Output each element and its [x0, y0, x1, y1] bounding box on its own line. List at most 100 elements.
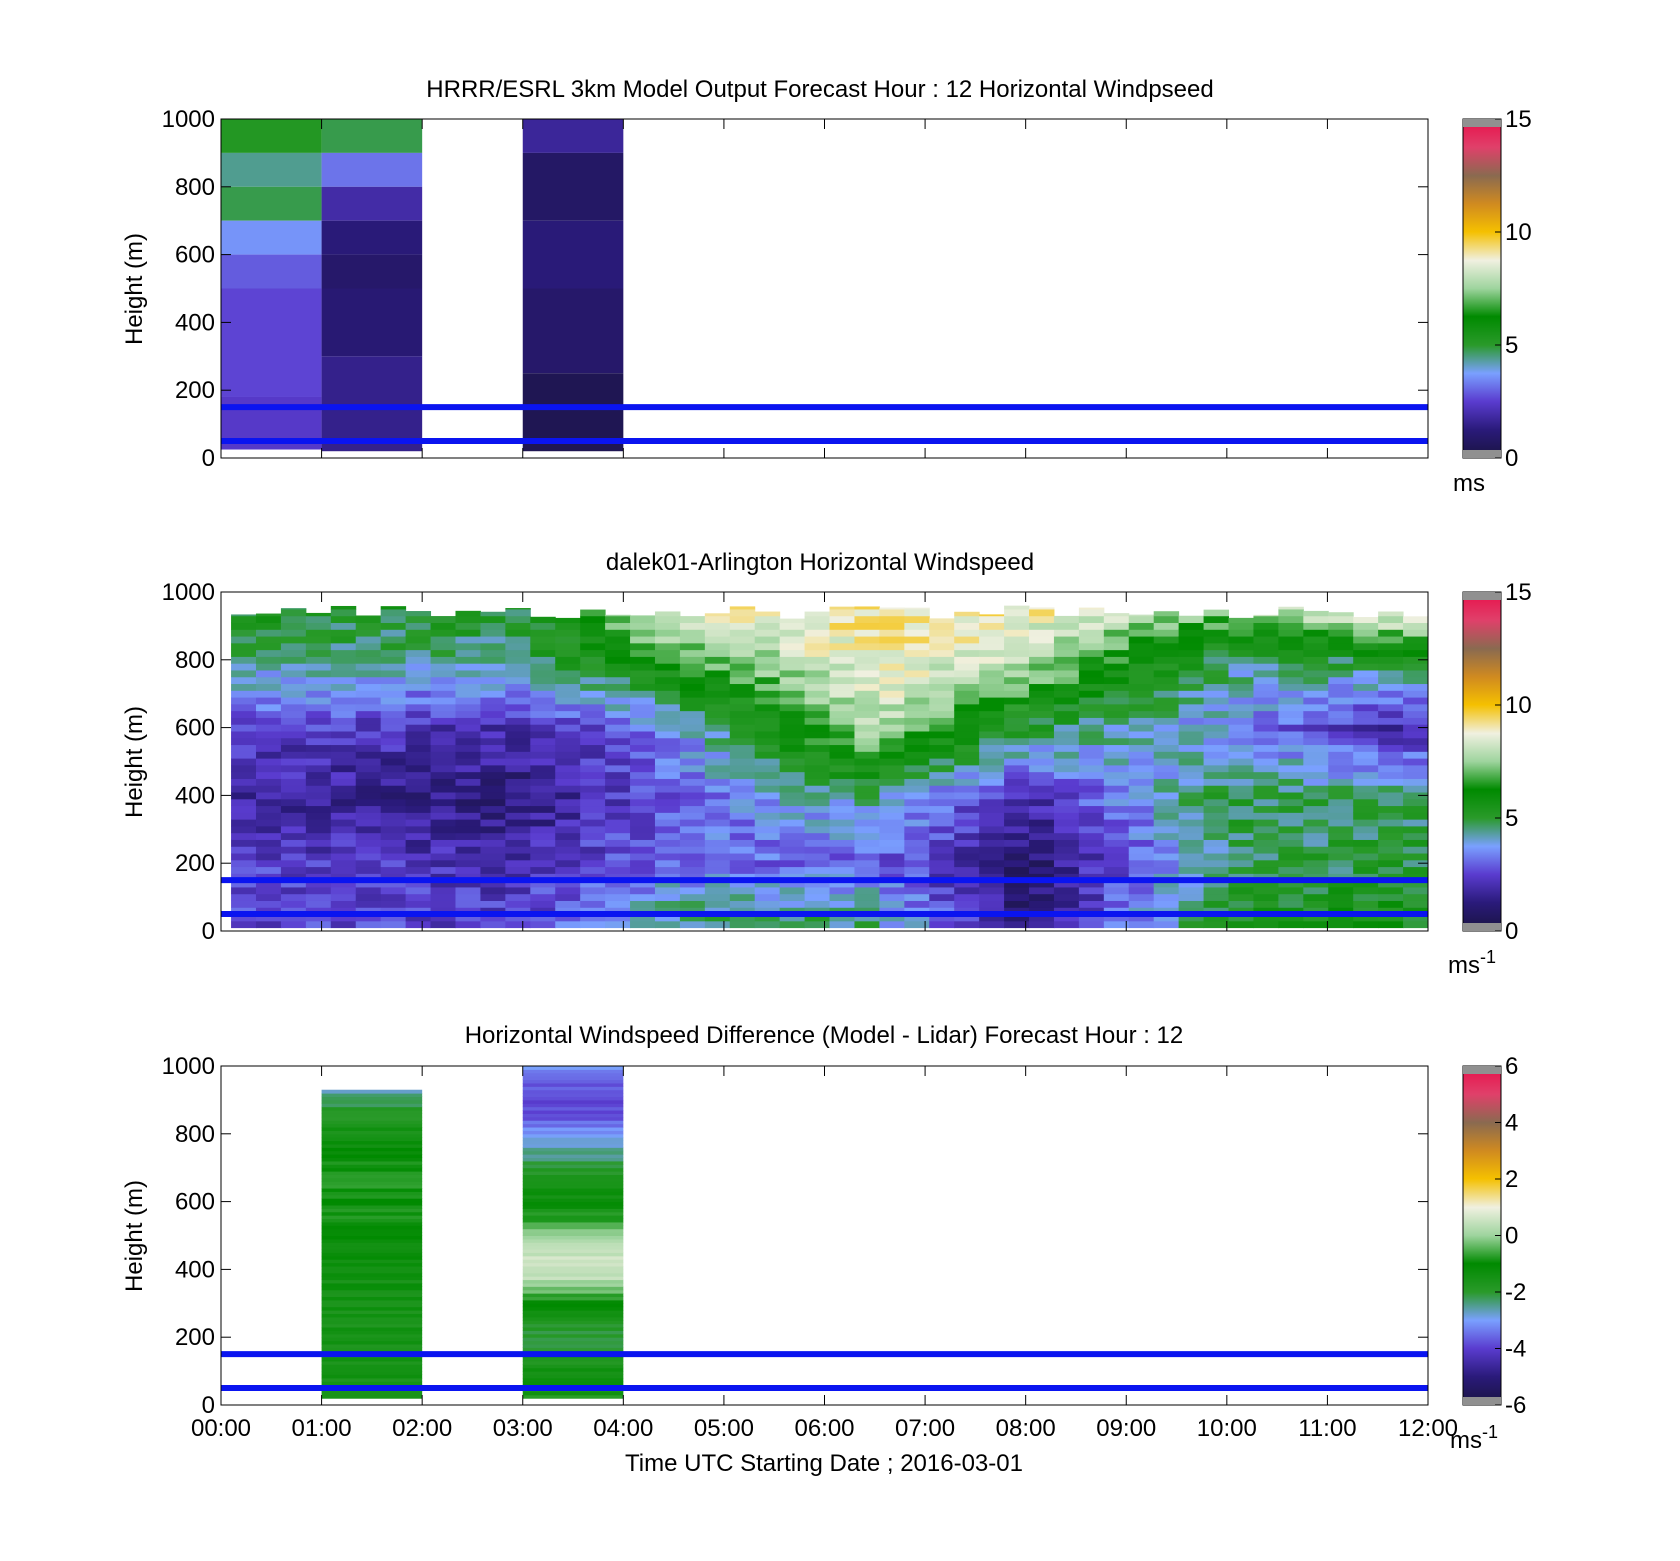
heatmap-cell — [704, 914, 731, 922]
heatmap-cell — [405, 629, 432, 637]
heatmap-cell — [522, 1235, 624, 1240]
heatmap-cell — [280, 703, 307, 712]
heatmap-cell — [380, 697, 407, 705]
heatmap-cell — [522, 1391, 624, 1396]
heatmap-cell — [1403, 778, 1429, 786]
heatmap-cell — [1103, 886, 1130, 895]
heatmap-cell — [255, 663, 282, 671]
heatmap-cell — [1228, 798, 1254, 807]
heatmap-cell — [321, 1164, 423, 1169]
heatmap-cell — [979, 771, 1005, 779]
heatmap-cell — [829, 900, 855, 908]
heatmap-cell — [1253, 825, 1279, 834]
heatmap-cell — [355, 676, 382, 685]
heatmap-cell — [1328, 649, 1354, 657]
heatmap-cell — [829, 737, 855, 746]
x-tick-label: 08:00 — [996, 1415, 1056, 1442]
heatmap-cell — [729, 656, 756, 664]
heatmap-cell — [1004, 839, 1030, 847]
heatmap-cell — [1029, 832, 1055, 840]
heatmap-cell — [779, 744, 806, 752]
heatmap-cell — [1278, 724, 1304, 732]
heatmap-cell — [1004, 676, 1030, 685]
heatmap-cell — [729, 914, 756, 922]
heatmap-cell — [929, 622, 955, 630]
heatmap-cell — [1103, 683, 1130, 691]
heatmap-cell — [929, 859, 955, 868]
heatmap-cell — [430, 730, 456, 739]
heatmap-cell — [829, 798, 855, 807]
heatmap-cell — [1328, 703, 1354, 712]
heatmap-cell — [580, 663, 606, 671]
heatmap-cell — [555, 724, 581, 732]
heatmap-cell — [904, 717, 930, 725]
heatmap-cell — [1078, 832, 1105, 840]
heatmap-cell — [979, 846, 1005, 854]
heatmap-cell — [505, 642, 531, 651]
heatmap-cell — [1178, 737, 1205, 746]
heatmap-cell — [455, 785, 481, 793]
heatmap-cell — [979, 792, 1005, 800]
heatmap-cell — [255, 683, 282, 691]
colorbar-tick-label: 15 — [1505, 579, 1532, 606]
heatmap-cell — [1178, 690, 1205, 698]
colorbar-tick-label: 0 — [1505, 918, 1518, 945]
heatmap-cell — [1403, 886, 1429, 895]
heatmap-cell — [1128, 900, 1155, 908]
heatmap-cell — [1303, 900, 1329, 908]
heatmap-cell — [305, 880, 332, 888]
heatmap-cell — [221, 119, 322, 153]
heatmap-cell — [280, 669, 307, 678]
heatmap-cell — [954, 792, 980, 800]
heatmap-cell — [1353, 846, 1379, 854]
heatmap-cell — [854, 683, 880, 691]
heatmap-cell — [679, 616, 706, 624]
heatmap-cell — [405, 615, 432, 624]
heatmap-cell — [355, 880, 382, 888]
heatmap-cell — [530, 920, 556, 929]
heatmap-cell — [1353, 785, 1379, 793]
heatmap-cell — [1004, 920, 1030, 929]
heatmap-cell — [904, 819, 930, 827]
heatmap-cell — [1228, 751, 1254, 759]
heatmap-cell — [1378, 656, 1404, 664]
heatmap-cell — [929, 778, 955, 786]
heatmap-cell — [979, 832, 1005, 840]
heatmap-cell — [954, 771, 980, 779]
heatmap-cell — [1029, 859, 1055, 868]
heatmap-cell — [255, 764, 282, 773]
heatmap-cell — [280, 683, 307, 691]
heatmap-cell — [530, 642, 556, 651]
heatmap-cell — [505, 866, 531, 874]
heatmap-cell — [654, 629, 681, 637]
heatmap-cell — [605, 866, 631, 874]
heatmap-cell — [1178, 710, 1205, 718]
heatmap-cell — [231, 785, 257, 793]
heatmap-cell — [654, 805, 681, 813]
heatmap-cell — [330, 744, 357, 752]
heatmap-cell — [904, 649, 930, 657]
heatmap-cell — [522, 1310, 624, 1314]
heatmap-cell — [729, 724, 756, 732]
heatmap-cell — [829, 920, 855, 929]
heatmap-cell — [879, 690, 905, 698]
heatmap-cell — [829, 778, 855, 786]
heatmap-cell — [1029, 907, 1055, 915]
heatmap-cell — [555, 839, 581, 847]
heatmap-cell — [1403, 880, 1429, 888]
heatmap-cell — [929, 676, 955, 685]
heatmap-cell — [879, 622, 905, 630]
y-tick-label: 800 — [175, 174, 215, 201]
heatmap-cell — [929, 703, 955, 712]
y-tick-label: 1000 — [162, 106, 215, 133]
heatmap-cell — [679, 717, 706, 725]
heatmap-cell — [879, 615, 905, 624]
heatmap-cell — [1053, 656, 1080, 664]
heatmap-cell — [1153, 907, 1180, 915]
heatmap-cell — [1053, 615, 1080, 624]
heatmap-cell — [280, 737, 307, 746]
heatmap-cell — [904, 703, 930, 712]
heatmap-cell — [280, 907, 307, 915]
heatmap-cell — [555, 669, 581, 678]
heatmap-cell — [804, 771, 831, 779]
